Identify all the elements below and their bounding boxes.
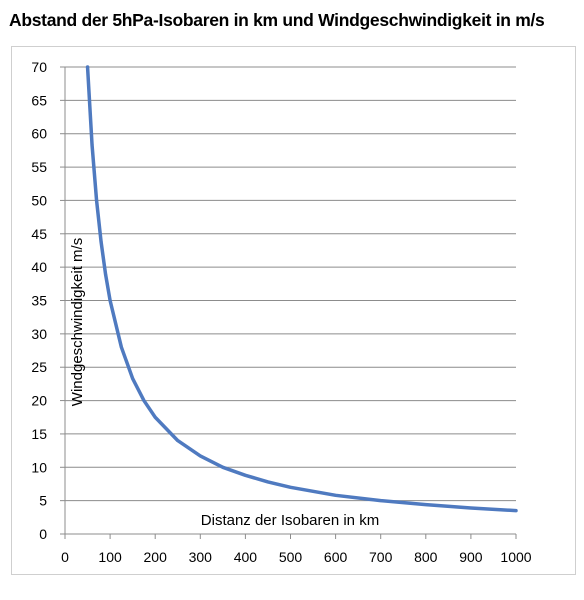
- y-tick-label: 0: [39, 526, 47, 542]
- y-tick-label: 20: [31, 393, 47, 409]
- y-tick-label: 50: [31, 192, 47, 208]
- x-tick-label: 600: [324, 549, 348, 565]
- axes: [60, 66, 517, 539]
- y-tick-label: 40: [31, 259, 47, 275]
- y-tick-label: 10: [31, 459, 47, 475]
- series: [85, 65, 518, 513]
- x-tick-label: 1000: [500, 549, 531, 565]
- chart-title: Abstand der 5hPa-Isobaren in km und Wind…: [9, 10, 545, 30]
- y-axis-label: Windgeschwindigkeit m/s: [69, 238, 86, 406]
- x-tick-label: 900: [459, 549, 483, 565]
- x-tick-labels: 0 100 200 300 400 500 600 700 800 900 1000: [61, 549, 532, 565]
- x-axis-label: Distanz der Isobaren in km: [201, 512, 379, 529]
- y-tick-label: 25: [31, 359, 47, 375]
- x-tick-label: 500: [279, 549, 303, 565]
- y-tick-label: 30: [31, 326, 47, 342]
- y-tick-label: 35: [31, 293, 47, 309]
- gridlines: [65, 66, 516, 502]
- y-tick-label: 70: [31, 59, 47, 75]
- y-tick-label: 45: [31, 226, 47, 242]
- y-tick-label: 60: [31, 126, 47, 142]
- x-tick-label: 400: [234, 549, 258, 565]
- x-tick-label: 300: [189, 549, 213, 565]
- y-tick-label: 55: [31, 159, 47, 175]
- x-tick-label: 0: [61, 549, 69, 565]
- y-tick-label: 15: [31, 426, 47, 442]
- y-tick-labels: 0 5 10 15 20 25 30 35 40 45 50 55 60 65 70: [31, 59, 47, 542]
- x-tick-label: 100: [98, 549, 122, 565]
- chart-frame: [11, 46, 576, 575]
- series-line: [85, 65, 518, 513]
- y-tick-label: 65: [31, 92, 47, 108]
- x-tick-label: 700: [369, 549, 393, 565]
- x-tick-label: 200: [144, 549, 168, 565]
- y-tick-label: 5: [39, 493, 47, 509]
- x-tick-label: 800: [414, 549, 438, 565]
